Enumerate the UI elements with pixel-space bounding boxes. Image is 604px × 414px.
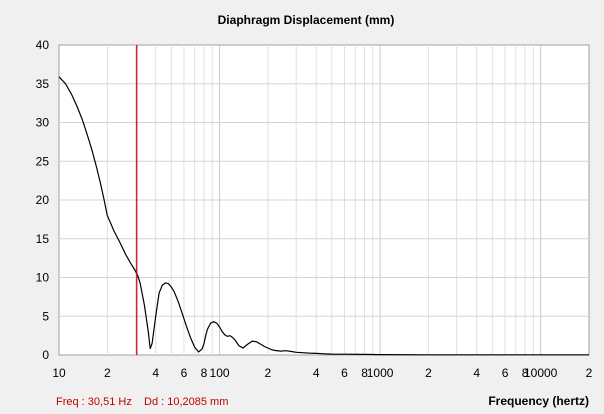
y-tick-label: 0 [42,348,49,362]
y-tick-label: 15 [36,232,50,246]
x-tick-label: 10000 [524,366,558,380]
x-tick-label: 4 [313,366,320,380]
y-tick-label: 10 [36,271,50,285]
y-tick-label: 40 [36,38,50,52]
x-tick-label: 8 [201,366,208,380]
x-tick-label: 2 [425,366,432,380]
curve-layer [58,76,589,356]
x-tick-label: 6 [341,366,348,380]
y-tick-label: 25 [36,154,50,168]
x-tick-label: 100 [210,366,230,380]
y-tick-label: 20 [36,193,50,207]
x-axis-label: Frequency (hertz) [488,394,589,408]
y-tick-label: 30 [36,116,50,130]
x-tick-label: 4 [152,366,159,380]
x-tick-label: 8 [522,366,529,380]
status-displacement: Dd : 10,2085 mm [144,396,228,408]
x-tick-label: 6 [181,366,188,380]
x-tick-label: 2 [104,366,111,380]
series-line [58,76,589,356]
x-tick-label: 6 [502,366,509,380]
x-tick-label: 2 [265,366,272,380]
status-frequency: Freq : 30,51 Hz [56,396,132,408]
x-tick-label: 1000 [367,366,394,380]
x-tick-label: 2 [586,366,593,380]
y-tick-label: 5 [42,309,49,323]
x-tick-label: 10 [52,366,66,380]
chart-title: Diaphragm Displacement (mm) [218,13,395,27]
x-tick-label: 8 [361,366,368,380]
x-tick-label: 4 [473,366,480,380]
y-axis-ticks: 0 5 10 15 20 25 30 35 40 [36,38,50,362]
y-tick-label: 35 [36,77,50,91]
grid [59,45,589,355]
